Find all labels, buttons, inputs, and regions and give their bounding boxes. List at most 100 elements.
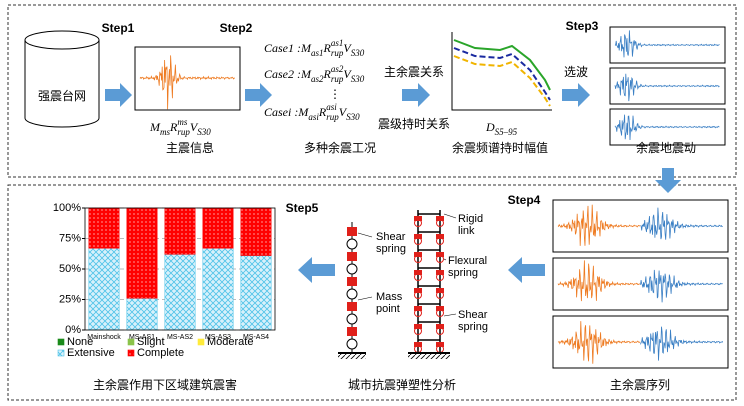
case-label: Case2 :	[264, 67, 301, 81]
y-tick-label: 50%	[59, 263, 81, 275]
component-label: spring	[376, 243, 406, 255]
aftershock-caption: 余震地震动	[636, 140, 696, 155]
shear-spring	[436, 270, 444, 275]
duration-caption: 余震频谱持时幅值	[452, 140, 548, 155]
case-formula: Case2 :Mas2Ras2 rupVS30	[264, 64, 365, 84]
mass	[346, 338, 358, 350]
case-label: Casei :	[264, 105, 298, 119]
legend-swatch	[197, 338, 205, 346]
formula-symbol: R	[169, 120, 178, 134]
shear-spring	[414, 234, 422, 239]
waveform	[640, 207, 723, 240]
formula-symbol: D	[485, 120, 495, 134]
y-tick-label: 0%	[65, 324, 81, 336]
spring	[347, 227, 357, 236]
legend-swatch	[57, 338, 65, 346]
legend-label: Extensive	[67, 347, 115, 359]
sequence-caption: 主余震序列	[610, 377, 670, 392]
waveform	[640, 269, 723, 303]
formula-symbol: V	[343, 67, 352, 81]
formula-subscript: S30	[346, 112, 360, 122]
formula-subscript: rup	[326, 112, 339, 122]
formula-symbol: V	[190, 120, 199, 134]
formula-subscript: rup	[331, 48, 344, 58]
y-tick-label: 25%	[59, 294, 81, 306]
leader-line	[443, 313, 457, 317]
bar-segment	[202, 248, 234, 331]
step-label: Step2	[220, 21, 253, 35]
mainshock-formula: MmsRms rupVS30	[149, 117, 211, 137]
shear-spring	[436, 288, 444, 293]
bar-segment	[126, 298, 158, 331]
bar-segment	[126, 207, 158, 299]
relation-label: 震级持时关系	[378, 116, 450, 131]
formula-symbol: R	[318, 105, 327, 119]
x-tick-label: MS-AS4	[243, 334, 269, 341]
component-label: spring	[448, 267, 478, 279]
formula-subscript: S30	[351, 48, 365, 58]
formula-superscript: ms	[177, 117, 187, 127]
legend-swatch	[127, 349, 135, 357]
formula-symbol: M	[297, 105, 309, 119]
step-label: Step5	[286, 201, 319, 215]
legend-label: Complete	[137, 347, 184, 359]
formula-symbol: V	[343, 41, 352, 55]
station-label: 强震台网	[38, 88, 86, 103]
component-label: Flexural	[448, 255, 487, 267]
shear-spring	[436, 234, 444, 239]
component-label: Shear	[376, 231, 406, 243]
x-tick-label: MS-AS2	[167, 334, 193, 341]
x-tick-label: Mainshock	[87, 334, 121, 341]
formula-symbol: M	[149, 120, 161, 134]
formula-symbol: R	[323, 67, 332, 81]
formula-subscript: S30	[197, 127, 211, 137]
step-label: Step1	[102, 21, 135, 35]
analysis-caption: 城市抗震弹塑性分析	[348, 377, 456, 392]
bar-segment	[202, 207, 234, 249]
component-label: Shear	[458, 309, 488, 321]
waveform	[557, 260, 641, 302]
structure-model: ShearspringMasspointRigidlinkFlexuralspr…	[338, 210, 488, 359]
formula-symbol: M	[300, 41, 312, 55]
spring	[347, 302, 357, 311]
waveform	[614, 73, 720, 102]
legend-swatch	[127, 338, 135, 346]
formula-subscript: rup	[331, 74, 344, 84]
case-label: Case1 :	[264, 41, 301, 55]
leader-line	[443, 213, 457, 219]
shear-spring	[436, 252, 444, 257]
shear-spring	[414, 252, 422, 257]
relation-label: 主余震关系	[384, 64, 444, 79]
x-tick-label: MS-AS1	[129, 334, 155, 341]
leader-line	[443, 258, 447, 261]
waveform	[614, 30, 720, 58]
step-label: Step3	[566, 19, 599, 33]
spring	[347, 327, 357, 336]
shear-spring	[414, 216, 422, 221]
leader-line	[357, 232, 373, 238]
shear-spring	[436, 342, 444, 347]
step-label: Step4	[508, 193, 541, 207]
spectra-plot	[451, 32, 552, 111]
mass	[346, 263, 358, 275]
bar-segment	[164, 254, 196, 331]
shear-spring	[414, 306, 422, 311]
spring	[347, 252, 357, 261]
formula-superscript: as1	[331, 38, 344, 48]
waveform	[557, 321, 641, 364]
bar-segment	[88, 207, 120, 249]
formula-subscript: rup	[177, 127, 190, 137]
component-label: Mass	[376, 291, 403, 303]
component-label: spring	[458, 321, 488, 333]
formula-subscript: as2	[311, 74, 324, 84]
ellipsis: ⋮	[329, 87, 341, 101]
formula-subscript: S30	[351, 74, 365, 84]
formula-subscript: ms	[160, 127, 170, 137]
shear-spring	[414, 342, 422, 347]
mainshock-caption: 主震信息	[166, 140, 214, 155]
legend-label: None	[67, 336, 93, 348]
selection-label: 选波	[564, 65, 588, 79]
shear-spring	[436, 324, 444, 329]
shear-spring	[414, 288, 422, 293]
wave-box	[552, 315, 729, 369]
